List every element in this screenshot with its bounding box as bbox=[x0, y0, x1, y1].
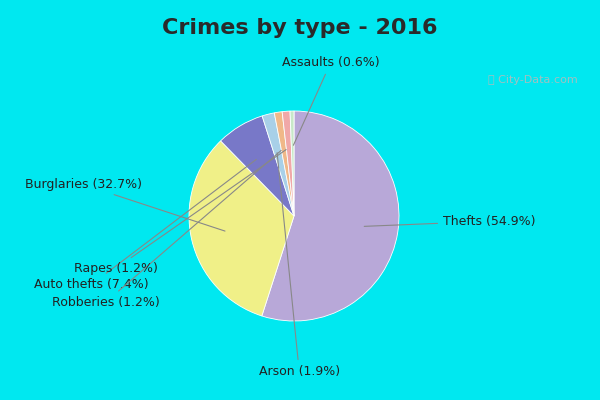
Wedge shape bbox=[221, 116, 294, 216]
Wedge shape bbox=[262, 111, 399, 321]
Text: ⓘ City-Data.com: ⓘ City-Data.com bbox=[488, 74, 577, 85]
Text: Burglaries (32.7%): Burglaries (32.7%) bbox=[25, 178, 225, 231]
Text: Thefts (54.9%): Thefts (54.9%) bbox=[364, 215, 536, 228]
Wedge shape bbox=[189, 141, 294, 316]
Wedge shape bbox=[290, 111, 294, 216]
Wedge shape bbox=[262, 113, 294, 216]
Text: Crimes by type - 2016: Crimes by type - 2016 bbox=[162, 18, 438, 38]
Text: Auto thefts (7.4%): Auto thefts (7.4%) bbox=[34, 159, 256, 291]
Text: Robberies (1.2%): Robberies (1.2%) bbox=[52, 150, 281, 309]
Text: Assaults (0.6%): Assaults (0.6%) bbox=[282, 56, 380, 145]
Text: Rapes (1.2%): Rapes (1.2%) bbox=[74, 150, 286, 275]
Wedge shape bbox=[274, 112, 294, 216]
Text: Arson (1.9%): Arson (1.9%) bbox=[259, 153, 340, 378]
Wedge shape bbox=[282, 111, 294, 216]
